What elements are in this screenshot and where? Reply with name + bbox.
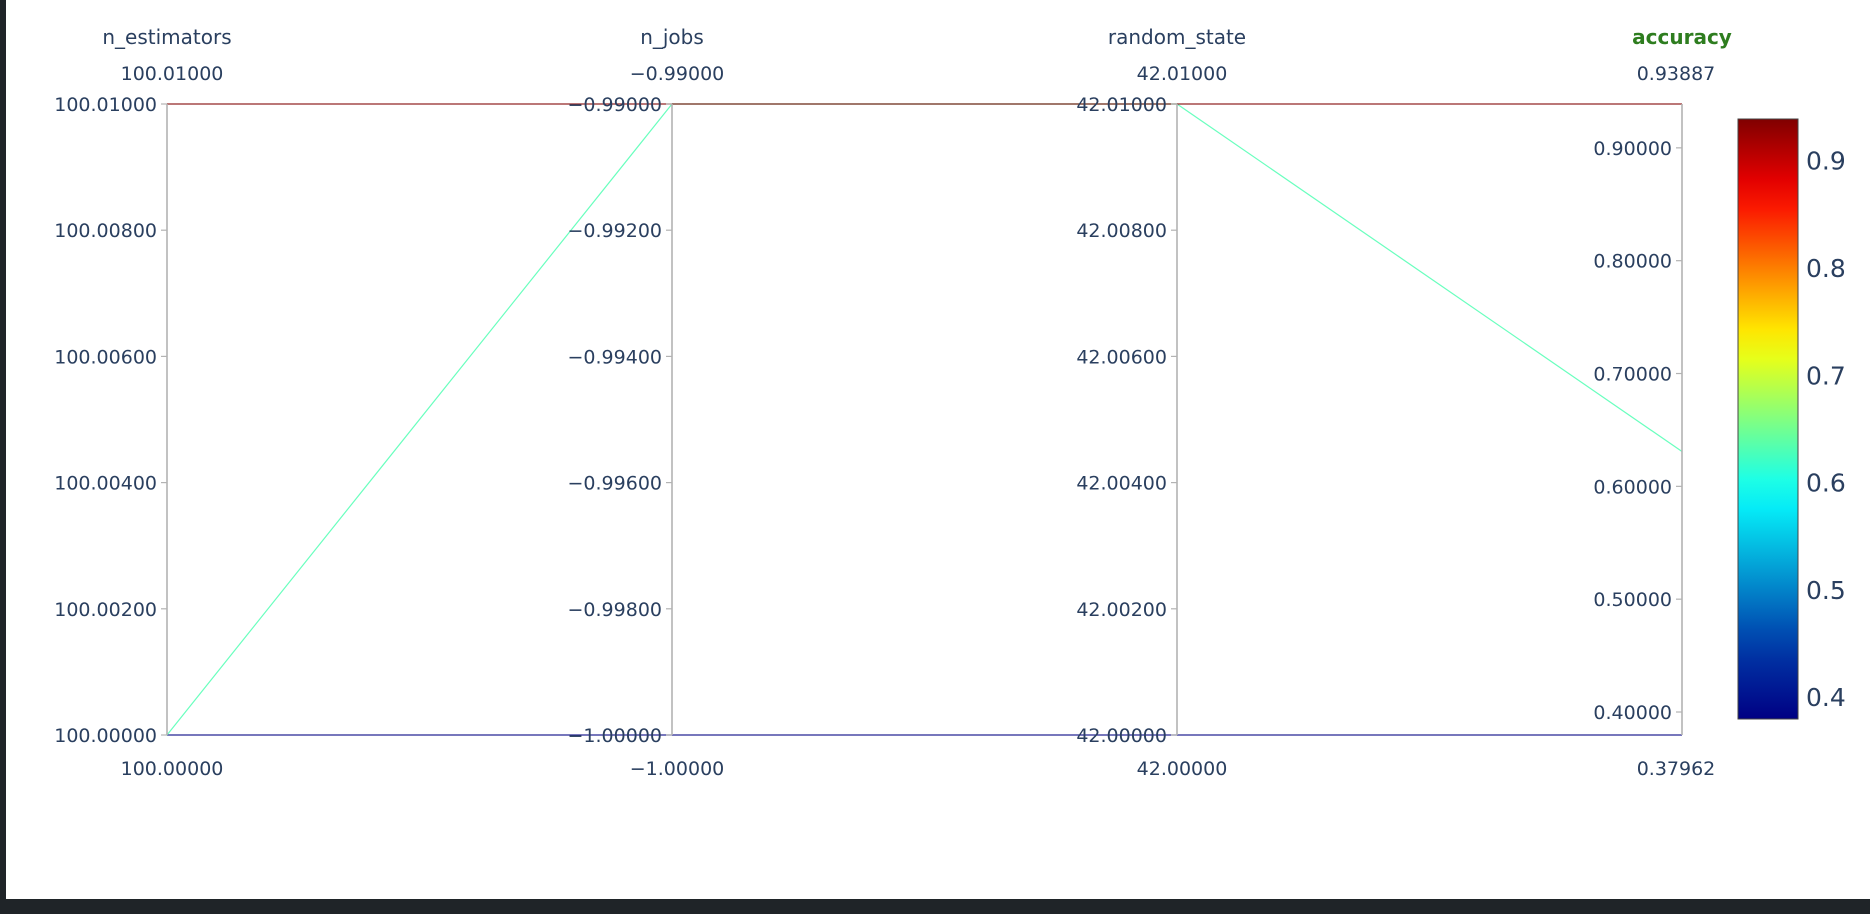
axis-range-min-label: −1.00000	[630, 758, 725, 780]
axis-n-estimators[interactable]: n_estimators 100.01000 100.00000 100.00000 1…	[54, 25, 231, 780]
axis-tick-label: 0.60000	[1593, 476, 1672, 498]
axis-tick-label: 42.00000	[1076, 725, 1167, 747]
axis-tick-label: 0.70000	[1593, 364, 1672, 386]
axis-tick-label: −1.00000	[568, 725, 663, 747]
axis-title[interactable]: n_estimators	[102, 25, 231, 49]
axis-title[interactable]: random_state	[1108, 25, 1246, 49]
parallel-coordinates-chart: n_estimators 100.01000 100.00000 100.00000 1…	[54, 25, 1846, 780]
axis-n-jobs[interactable]: n_jobs −0.99000 −1.00000 −1.00000 −0.99800 −0…	[568, 25, 725, 780]
axis-range-max-label: −0.99000	[630, 63, 725, 85]
axis-tick-label: −0.99000	[568, 94, 663, 116]
axis-tick-label: 100.00000	[54, 725, 157, 747]
colorbar-tick-label: 0.8	[1806, 254, 1846, 283]
axis-tick-label: 0.80000	[1593, 251, 1672, 273]
polylines-layer	[166, 103, 1683, 736]
axis-tick-label: 42.01000	[1076, 94, 1167, 116]
axis-tick-label: 0.90000	[1593, 138, 1672, 160]
axis-tick-label: 100.00600	[54, 346, 157, 368]
axes-layer: n_estimators 100.01000 100.00000 100.00000 1…	[54, 25, 1732, 780]
axis-tick-label: −0.99400	[568, 346, 663, 368]
axis-tick-label: 100.00200	[54, 599, 157, 621]
axis-tick-label: −0.99600	[568, 473, 663, 495]
axis-tick-label: 42.00200	[1076, 599, 1167, 621]
colorbar-gradient	[1737, 118, 1799, 720]
data-line	[166, 103, 1683, 736]
axis-range-min-label: 100.00000	[121, 758, 224, 780]
axis-accuracy[interactable]: accuracy 0.93887 0.37962 0.40000 0.50000 0.60…	[1593, 25, 1731, 780]
axis-tick-label: 0.40000	[1593, 702, 1672, 724]
colorbar-tick-label: 0.4	[1806, 683, 1846, 712]
colorbar: 0.4 0.5 0.6 0.7 0.8 0.9	[1737, 118, 1846, 720]
axis-range-max-label: 0.93887	[1637, 63, 1716, 85]
axis-tick-label: 100.00400	[54, 473, 157, 495]
chart-area: n_estimators 100.01000 100.00000 100.00000 1…	[6, 0, 1870, 899]
colorbar-tick-label: 0.9	[1806, 147, 1846, 176]
axis-range-max-label: 42.01000	[1137, 63, 1228, 85]
colorbar-tick-label: 0.5	[1806, 576, 1846, 605]
axis-tick-label: 100.01000	[54, 94, 157, 116]
axis-range-max-label: 100.01000	[121, 63, 224, 85]
axis-tick-label: 100.00800	[54, 220, 157, 242]
axis-tick-label: 42.00400	[1076, 473, 1167, 495]
colorbar-tick-label: 0.7	[1806, 361, 1846, 390]
axis-tick-label: −0.99800	[568, 599, 663, 621]
axis-range-min-label: 42.00000	[1137, 758, 1228, 780]
axis-tick-label: 42.00600	[1076, 346, 1167, 368]
axis-random-state[interactable]: random_state 42.01000 42.00000 42.00000 42.0…	[1076, 25, 1246, 780]
axis-title[interactable]: n_jobs	[640, 25, 704, 49]
axis-range-min-label: 0.37962	[1637, 758, 1716, 780]
axis-tick-label: −0.99200	[568, 220, 663, 242]
axis-tick-label: 0.50000	[1593, 589, 1672, 611]
axis-title[interactable]: accuracy	[1632, 25, 1732, 49]
colorbar-tick-label: 0.6	[1806, 469, 1846, 498]
axis-tick-label: 42.00800	[1076, 220, 1167, 242]
